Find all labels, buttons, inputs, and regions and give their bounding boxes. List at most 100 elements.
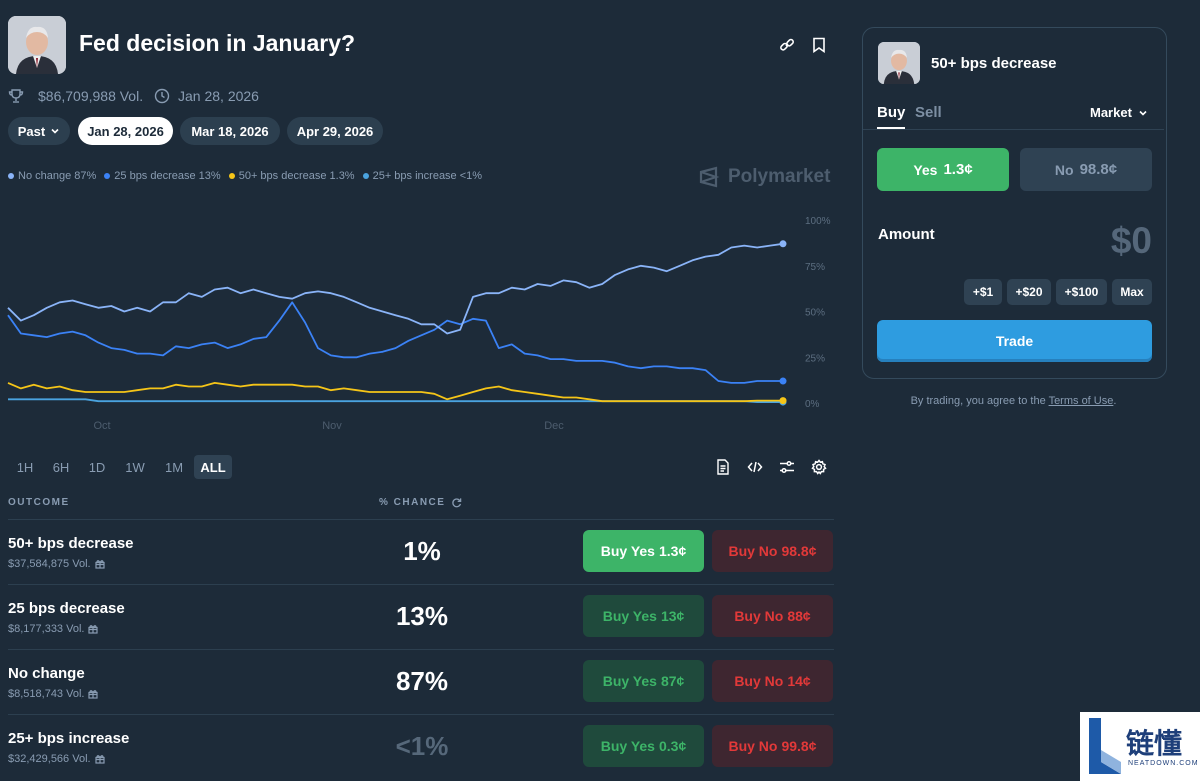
market-title: Fed decision in January? [79, 30, 356, 56]
buy-yes-button[interactable]: Buy Yes 1.3¢ [583, 530, 704, 572]
trophy-icon [8, 89, 24, 103]
clock-icon [154, 88, 170, 104]
range-6h[interactable]: 6H [52, 459, 70, 475]
outcome-volume: $8,177,333 Vol. [8, 623, 99, 635]
amount-label: Amount [878, 226, 935, 243]
amount-input[interactable]: $0 [1110, 220, 1152, 261]
tab-divider [863, 129, 1164, 130]
range-1w[interactable]: 1W [125, 459, 145, 475]
gift-icon [88, 625, 99, 634]
no-outcome-button[interactable]: No 98.8¢ [1020, 148, 1152, 191]
table-row: 50+ bps decrease $37,584,875 Vol. 1% Buy… [8, 519, 834, 585]
order-type-select[interactable]: Market [1090, 105, 1148, 120]
bookmark-icon[interactable] [808, 34, 830, 56]
order-type-label: Market [1090, 105, 1132, 120]
chevron-down-icon [51, 128, 59, 134]
site-logo-icon [1089, 718, 1121, 774]
series-line-25-bps-decrease [7, 301, 783, 384]
buy-yes-button[interactable]: Buy Yes 0.3¢ [583, 725, 704, 767]
site-logo-subtext: NEATDOWN.COM [1128, 760, 1199, 767]
sliders-icon[interactable] [777, 457, 797, 477]
buy-no-button[interactable]: Buy No 88¢ [712, 595, 833, 637]
buy-yes-button[interactable]: Buy Yes 87¢ [583, 660, 704, 702]
legend-item-50-decrease: 50+ bps decrease 1.3% [228, 170, 355, 182]
embed-code-icon[interactable] [745, 457, 765, 477]
legend-item-25-increase: 25+ bps increase <1% [362, 170, 482, 182]
refresh-icon[interactable] [451, 497, 462, 508]
buy-no-button[interactable]: Buy No 98.8¢ [712, 530, 833, 572]
table-row: 25+ bps increase $32,429,566 Vol. <1% Bu… [8, 714, 834, 780]
add-1-button[interactable]: +$1 [964, 279, 1002, 305]
chance-header-label: % CHANCE [379, 497, 446, 508]
y-tick-label: 75% [805, 262, 825, 273]
market-end-date: Jan 28, 2026 [178, 88, 259, 104]
link-icon[interactable] [776, 34, 798, 56]
pill-past-label: Past [17, 123, 46, 139]
chance-header: % CHANCE [379, 497, 462, 508]
pill-mar-18[interactable]: Mar 18, 2026 [180, 117, 280, 145]
tab-buy-underline [877, 127, 905, 129]
outcome-header: OUTCOME [8, 497, 70, 508]
y-tick-label: 0% [805, 399, 820, 410]
market-avatar [8, 16, 66, 74]
table-row: 25 bps decrease $8,177,333 Vol. 13% Buy … [8, 584, 834, 650]
range-1m[interactable]: 1M [164, 459, 184, 475]
trade-button[interactable]: Trade [877, 320, 1152, 362]
buy-no-button[interactable]: Buy No 14¢ [712, 660, 833, 702]
range-all[interactable]: ALL [194, 455, 232, 479]
pill-apr-29[interactable]: Apr 29, 2026 [287, 117, 383, 145]
gear-icon[interactable] [809, 457, 829, 477]
range-1h[interactable]: 1H [16, 459, 34, 475]
series-line-50-bps-decrease [7, 381, 783, 403]
volume-meta: $86,709,988 Vol. [8, 88, 143, 104]
add-100-button[interactable]: +$100 [1056, 279, 1107, 305]
outcome-chance: 87% [395, 666, 449, 696]
outcome-avatar [878, 42, 920, 84]
market-volume: $86,709,988 Vol. [38, 88, 144, 104]
series-endpoint [779, 397, 787, 405]
polymarket-watermark: Polymarket [698, 166, 830, 188]
max-button[interactable]: Max [1112, 279, 1152, 305]
terms-of-use-link[interactable]: Terms of Use [1048, 395, 1114, 407]
y-tick-label: 25% [805, 353, 825, 364]
chevron-down-icon [1139, 110, 1147, 116]
x-tick-label: Oct [93, 420, 110, 432]
gift-icon [88, 690, 99, 699]
tab-buy[interactable]: Buy [877, 104, 906, 121]
table-row: No change $8,518,743 Vol. 87% Buy Yes 87¢… [8, 649, 834, 715]
outcome-name: 50+ bps decrease [8, 535, 134, 552]
add-20-button[interactable]: +$20 [1007, 279, 1051, 305]
outcome-volume: $37,584,875 Vol. [8, 558, 105, 570]
series-line-no-change [7, 242, 784, 335]
yes-outcome-button[interactable]: Yes 1.3¢ [877, 148, 1009, 191]
x-tick-label: Nov [322, 420, 342, 432]
gift-icon [94, 560, 105, 569]
tab-sell[interactable]: Sell [915, 104, 942, 121]
outcome-chance: <1% [395, 731, 449, 761]
pill-jan-28[interactable]: Jan 28, 2026 [78, 117, 173, 145]
y-tick-label: 50% [805, 308, 825, 319]
outcome-volume: $32,429,566 Vol. [8, 753, 105, 765]
document-icon[interactable] [713, 457, 733, 477]
pill-past[interactable]: Past [8, 117, 70, 145]
terms-notice: By trading, you agree to the Terms of Us… [910, 395, 1117, 407]
polymarket-logo-icon [699, 166, 720, 188]
outcome-name: 25 bps decrease [8, 600, 125, 617]
site-logo-text: 链懂 [1126, 727, 1183, 760]
outcome-name: No change [8, 665, 85, 682]
y-tick-label: 100% [805, 216, 831, 227]
series-endpoint [779, 240, 787, 248]
legend-item-25-decrease: 25 bps decrease 13% [104, 170, 221, 182]
outcome-chance: 1% [403, 536, 441, 566]
buy-no-button[interactable]: Buy No 99.8¢ [712, 725, 833, 767]
outcome-chance: 13% [395, 601, 449, 631]
range-1d[interactable]: 1D [88, 459, 106, 475]
gift-icon [94, 755, 105, 764]
x-tick-label: Dec [544, 420, 564, 432]
outcome-name: 25+ bps increase [8, 730, 130, 747]
price-history-chart: 100% 75% 50% 25% 0% Oct Nov Dec [7, 216, 831, 432]
legend-item-no-change: No change 87% [8, 170, 96, 182]
buy-yes-button[interactable]: Buy Yes 13¢ [583, 595, 704, 637]
chart-legend: No change 87% 25 bps decrease 13% 50+ bp… [8, 170, 482, 182]
panel-outcome-title: 50+ bps decrease [931, 55, 1057, 72]
